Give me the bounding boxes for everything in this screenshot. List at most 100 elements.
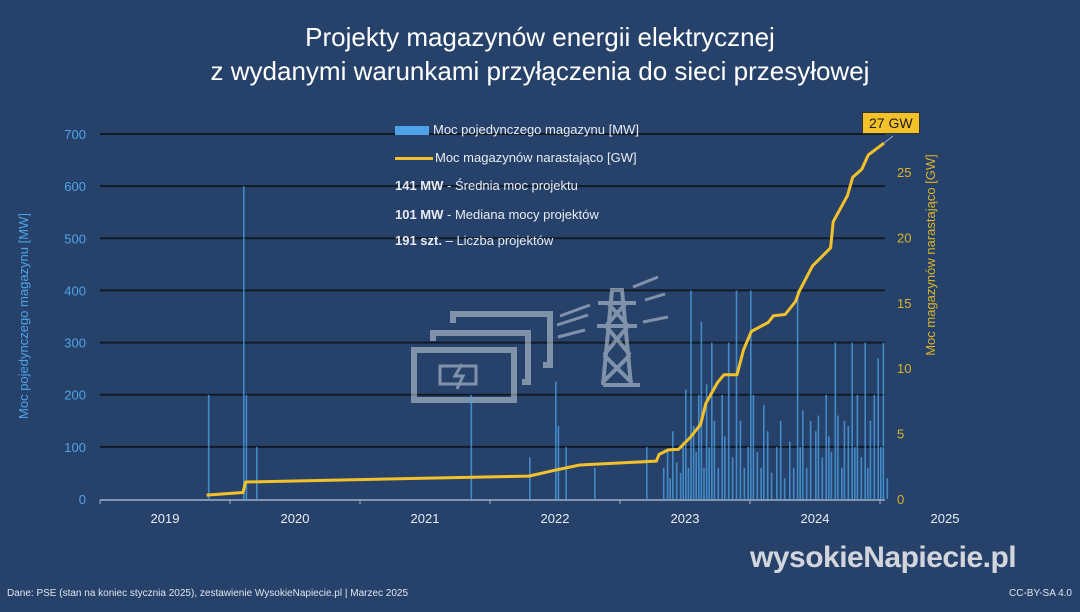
bar xyxy=(256,446,258,499)
bar xyxy=(747,446,749,499)
bar xyxy=(735,290,738,499)
bar xyxy=(869,420,872,499)
stat-text: - Średnia moc projektu xyxy=(443,178,578,193)
bar xyxy=(717,467,720,499)
bar xyxy=(669,478,671,499)
battery-frame-back-icon xyxy=(450,311,553,368)
legend-item-line: Moc magazynów narastająco [GW] xyxy=(395,150,637,165)
bar xyxy=(565,446,567,499)
x-tick-label: 2019 xyxy=(151,511,180,526)
bar xyxy=(727,342,730,499)
x-tick-label: 2022 xyxy=(541,511,570,526)
bar xyxy=(783,478,786,499)
bar xyxy=(789,441,791,499)
bar xyxy=(703,467,705,499)
bar xyxy=(821,457,824,499)
bar xyxy=(695,452,697,499)
bar xyxy=(711,342,713,499)
bar xyxy=(685,389,687,499)
bar xyxy=(843,420,846,499)
left-axis-label: Moc pojedynczego magazynu [MW] xyxy=(16,213,31,419)
y2-tick-label: 20 xyxy=(897,230,911,245)
bar xyxy=(766,431,769,499)
bar xyxy=(705,384,708,499)
bar xyxy=(672,431,674,499)
bar xyxy=(886,478,889,499)
bar xyxy=(739,420,742,499)
bar xyxy=(882,342,885,499)
x-tick-label: 2020 xyxy=(281,511,310,526)
bar xyxy=(880,446,882,499)
x-tick-label: 2024 xyxy=(801,511,830,526)
bar xyxy=(470,394,473,499)
y2-tick-label: 5 xyxy=(897,427,904,442)
x-tick-label: 2023 xyxy=(671,511,700,526)
bar xyxy=(721,394,723,499)
stat-text: – Liczba projektów xyxy=(441,233,554,248)
legend-label: Moc pojedynczego magazynu [MW] xyxy=(433,122,639,137)
bar xyxy=(666,449,669,499)
stat-value: 101 MW xyxy=(395,207,444,222)
stat-value: 141 MW xyxy=(395,178,444,193)
bar xyxy=(828,436,830,499)
y2-tick-label: 25 xyxy=(897,165,911,180)
cumulative-line-series xyxy=(206,135,894,497)
bar xyxy=(854,446,856,499)
bar xyxy=(817,415,820,499)
bar-series xyxy=(207,186,889,499)
bar xyxy=(555,381,557,499)
bar xyxy=(207,394,210,499)
right-axis-label: Moc magazynów narastająco [GW] xyxy=(923,154,938,356)
stat-median: 101 MW - Mediana mocy projektów xyxy=(395,207,599,222)
battery-frame-mid-icon xyxy=(430,330,531,385)
bar xyxy=(692,426,695,499)
bar xyxy=(847,426,850,499)
legend-swatch-line xyxy=(395,157,433,161)
bar xyxy=(860,457,863,499)
gridlines xyxy=(100,133,885,448)
bar xyxy=(750,290,752,499)
bar xyxy=(243,186,245,499)
bar xyxy=(713,420,716,499)
stat-value: 191 szt. xyxy=(395,233,442,248)
bar xyxy=(825,394,827,499)
bar xyxy=(792,467,795,499)
y2-tick-label: 10 xyxy=(897,361,911,376)
battery-frame-front-icon xyxy=(411,347,517,403)
bar xyxy=(687,467,690,499)
source-note: Dane: PSE (stan na koniec stycznia 2025)… xyxy=(7,588,409,599)
y-tick-label: 0 xyxy=(79,492,86,507)
bar xyxy=(679,472,682,499)
bar xyxy=(708,446,710,499)
x-tick-label: 2025 xyxy=(931,511,960,526)
bar xyxy=(743,467,746,499)
bar xyxy=(675,462,678,499)
bar xyxy=(682,441,684,499)
bar xyxy=(851,342,853,499)
bar xyxy=(776,446,778,499)
y-tick-label: 200 xyxy=(64,388,86,403)
legend-label: Moc magazynów narastająco [GW] xyxy=(435,150,637,165)
bar xyxy=(841,467,843,499)
bar xyxy=(856,394,859,499)
bar xyxy=(557,426,560,499)
cumulative-line xyxy=(206,142,885,497)
bar xyxy=(867,467,869,499)
chart-title: Projekty magazynów energii elektrycznej xyxy=(305,22,775,52)
power-pylon-icon xyxy=(556,275,669,387)
bar xyxy=(245,394,248,499)
bar xyxy=(731,457,734,499)
bar xyxy=(864,342,866,499)
brand-logo: wysokieNapiecie.pl xyxy=(750,541,1017,574)
bar xyxy=(796,290,799,499)
y-tick-label: 300 xyxy=(64,336,86,351)
y-tick-label: 700 xyxy=(64,127,86,142)
y2-tick-label: 0 xyxy=(897,492,904,507)
bar xyxy=(763,405,765,499)
y-tick-label: 600 xyxy=(64,179,86,194)
bar xyxy=(760,467,762,499)
bar xyxy=(770,472,773,499)
bar xyxy=(877,358,879,499)
